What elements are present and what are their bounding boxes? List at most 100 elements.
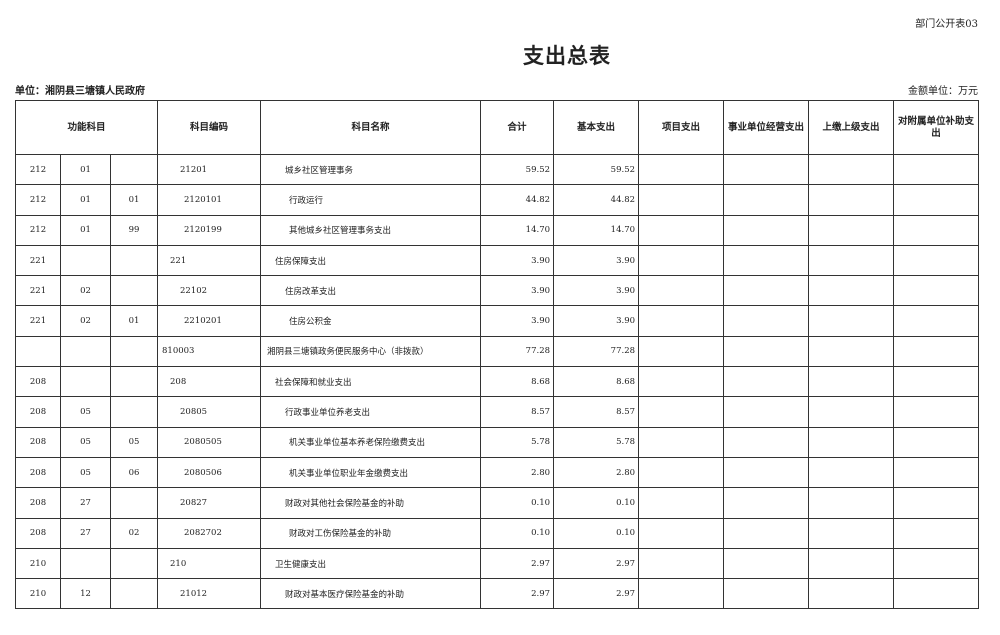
table-cell [109, 396, 159, 428]
table-cell: 212 [15, 214, 61, 246]
column-header: 科目编码 [157, 100, 262, 155]
table-cell: 住房公积金 [260, 305, 482, 337]
empty-cell [893, 244, 980, 277]
table-cell: 14.70 [553, 214, 640, 246]
table-cell: 湘阴县三塘镇政务便民服务中心（非拨款） [260, 335, 482, 368]
empty-cell [893, 578, 980, 610]
table-cell [109, 366, 159, 398]
table-cell: 2.97 [480, 578, 555, 610]
table-cell: 208 [15, 456, 61, 489]
empty-cell [638, 244, 725, 277]
table-cell: 2.97 [480, 547, 555, 580]
empty-cell [723, 214, 810, 246]
table-cell: 0.10 [553, 487, 640, 519]
empty-cell [638, 153, 725, 186]
table-cell: 221 [15, 275, 61, 307]
table-cell: 01 [60, 153, 111, 186]
table-cell: 208 [15, 396, 61, 428]
table-cell [60, 547, 111, 580]
table-cell: 208 [15, 426, 61, 458]
table-cell: 208 [15, 366, 61, 398]
table-cell: 208 [157, 366, 262, 398]
table-cell: 01 [109, 305, 159, 337]
table-cell [60, 366, 111, 398]
header-row: 功能科目 科目编码 科目名称 合计 基本支出 项目支出 事业单位经营支出 上缴上级支出 对附属单… [14, 100, 980, 155]
empty-cell [893, 184, 980, 216]
empty-cell [808, 517, 895, 549]
table-cell: 02 [109, 517, 159, 549]
table-cell: 06 [109, 456, 159, 489]
empty-cell [638, 275, 725, 307]
table-cell: 8.68 [553, 366, 640, 398]
table-cell: 3.90 [480, 305, 555, 337]
page-title: 支出总表 [523, 44, 611, 68]
table-row: 212 01 01 2120101 行政运行 44.82 44.82 [15, 184, 980, 216]
empty-cell [893, 366, 980, 398]
empty-cell [638, 366, 725, 398]
table-cell [109, 487, 159, 519]
table-cell: 3.90 [553, 305, 640, 337]
form-number: 部门公开表03 [915, 19, 978, 30]
table-cell: 22102 [157, 275, 262, 307]
column-header: 基本支出 [553, 100, 640, 155]
table-cell: 3.90 [480, 244, 555, 277]
table-cell: 5.78 [553, 426, 640, 458]
table-row: 208 27 02 2082702 财政对工伤保险基金的补助 0.10 0.10 [15, 517, 980, 549]
table-row: 221 221 住房保障支出 3.90 3.90 [15, 244, 980, 277]
table-cell: 59.52 [553, 153, 640, 186]
table-cell: 行政事业单位养老支出 [260, 396, 482, 428]
table-row: 210 12 21012 财政对基本医疗保险基金的补助 2.97 2.97 [15, 578, 980, 610]
empty-cell [808, 456, 895, 489]
table-cell: 3.90 [480, 275, 555, 307]
empty-cell [638, 396, 725, 428]
empty-cell [638, 487, 725, 519]
empty-cell [893, 275, 980, 307]
empty-cell [723, 426, 810, 458]
table-cell: 208 [15, 487, 61, 519]
table-cell: 2082702 [157, 517, 262, 549]
table-cell: 02 [60, 305, 111, 337]
table-cell [109, 153, 159, 186]
empty-cell [638, 426, 725, 458]
table-cell: 05 [109, 426, 159, 458]
table-cell: 8.57 [480, 396, 555, 428]
table-row: 208 05 05 2080505 机关事业单位基本养老保险缴费支出 5.78 5.78 [15, 426, 980, 458]
empty-cell [808, 487, 895, 519]
table-cell: 810003 [157, 335, 262, 368]
table-cell: 0.10 [553, 517, 640, 549]
empty-cell [808, 335, 895, 368]
empty-cell [723, 153, 810, 186]
table-cell: 27 [60, 487, 111, 519]
table-cell: 221 [157, 244, 262, 277]
table-cell [109, 335, 159, 368]
empty-cell [808, 366, 895, 398]
empty-cell [893, 396, 980, 428]
table-row: 221 02 01 2210201 住房公积金 3.90 3.90 [15, 305, 980, 337]
column-header: 功能科目 [14, 100, 159, 155]
table-cell [109, 244, 159, 277]
empty-cell [893, 153, 980, 186]
table-cell: 59.52 [480, 153, 555, 186]
table-cell: 社会保障和就业支出 [260, 366, 482, 398]
table-cell: 221 [15, 244, 61, 277]
table-row: 212 01 21201 城乡社区管理事务 59.52 59.52 [15, 153, 980, 186]
table-cell: 2080505 [157, 426, 262, 458]
empty-cell [893, 487, 980, 519]
table-cell [15, 335, 61, 368]
empty-cell [638, 517, 725, 549]
table-cell: 77.28 [480, 335, 555, 368]
empty-cell [638, 578, 725, 610]
table-cell: 2.80 [480, 456, 555, 489]
empty-cell [808, 426, 895, 458]
expense-table: 功能科目 科目编码 科目名称 合计 基本支出 项目支出 事业单位经营支出 上缴上级支出 对附属单… [14, 100, 980, 610]
unit-label: 单位：湘阴县三塘镇人民政府 [15, 86, 145, 97]
empty-cell [893, 335, 980, 368]
table-cell: 2.97 [553, 578, 640, 610]
table-cell: 机关事业单位职业年金缴费支出 [260, 456, 482, 489]
empty-cell [723, 578, 810, 610]
table-row: 210 210 卫生健康支出 2.97 2.97 [15, 547, 980, 580]
table-cell: 21201 [157, 153, 262, 186]
table-cell [109, 547, 159, 580]
table-cell: 20827 [157, 487, 262, 519]
table-cell: 住房改革支出 [260, 275, 482, 307]
